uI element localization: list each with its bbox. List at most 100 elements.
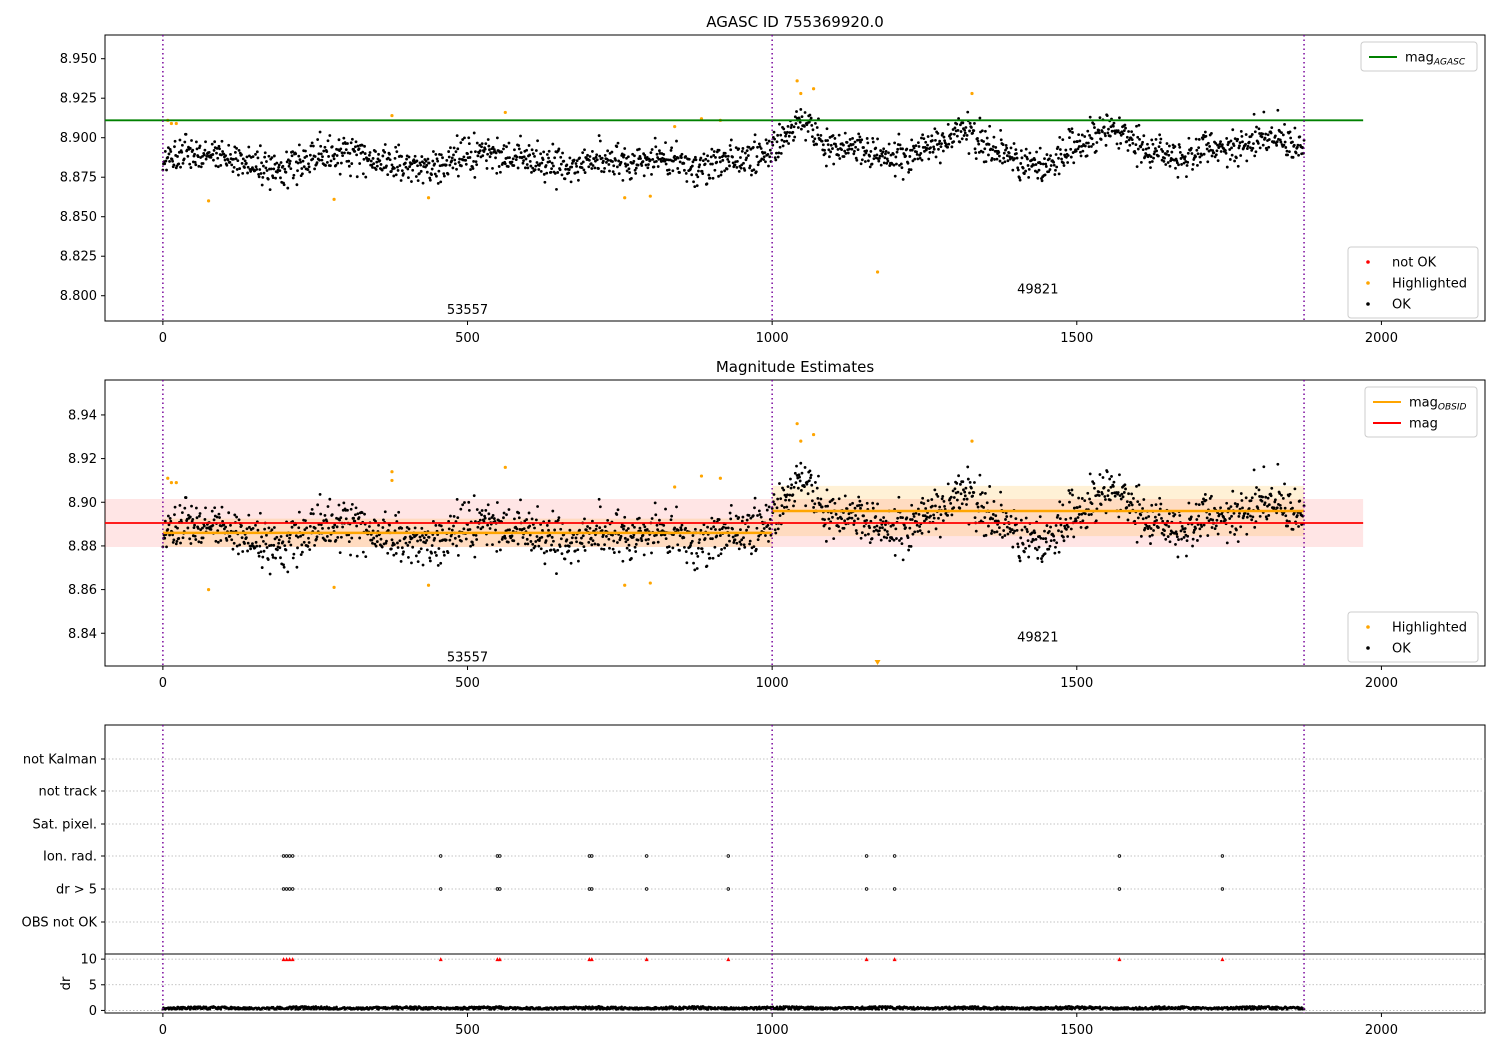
ok-point [462,527,466,531]
ok-point [326,505,330,508]
flag-event [644,887,649,891]
ok-point [302,165,306,169]
ok-point [279,161,283,164]
ok-point [1088,115,1092,119]
ok-point [949,132,953,136]
ok-point [502,516,505,520]
ok-point [603,153,607,157]
ok-point [1183,155,1187,159]
ok-point [1233,502,1237,505]
ok-point [1178,150,1182,154]
ok-point [987,524,990,528]
ok-point [588,155,592,158]
ok-point [812,506,815,509]
ok-point [684,172,688,175]
ok-point [177,162,181,166]
ok-point [277,541,281,545]
ok-point [696,175,700,179]
ok-point [946,122,950,126]
ok-point [375,540,379,543]
ok-point [173,145,176,149]
ok-point [537,168,541,171]
ok-point [1071,131,1074,134]
ok-point [254,523,257,527]
legend-marker [1366,260,1370,264]
ok-point [315,161,319,165]
ok-point [874,515,878,518]
legend [1364,386,1478,438]
ok-point [388,158,392,162]
ok-point [1231,128,1235,132]
ok-point [235,515,239,519]
ok-point [266,177,270,181]
highlighted-point [811,432,816,437]
ok-point [431,159,435,163]
ok-point [736,160,739,163]
highlighted-point [673,485,677,489]
ok-point [765,141,769,145]
ok-point [832,537,836,541]
ok-point [831,147,834,150]
ok-point [1077,145,1081,148]
ok-point [346,508,349,512]
ok-point [471,543,475,547]
ok-point [1013,529,1017,533]
ok-point [507,141,511,145]
ok-point [1252,112,1256,116]
highlighted-point [169,481,174,485]
ok-point [756,514,759,517]
highlighted-point [206,199,211,203]
ok-point [833,501,837,505]
ok-point [389,170,393,173]
ok-point [591,150,594,153]
ok-point [1043,157,1046,161]
ok-point [630,176,633,180]
ok-point [425,170,429,174]
ok-point [1217,145,1221,148]
ok-point [656,165,660,168]
ok-point [328,497,332,501]
ok-point [914,144,918,148]
ok-point [262,540,265,543]
ok-point [508,156,511,160]
ok-point [820,505,824,509]
ok-point [1252,142,1255,146]
ok-point [711,162,714,166]
ok-point [549,548,553,552]
ok-point [193,534,197,538]
ok-point [829,143,833,147]
ok-point [521,536,525,539]
ok-point [265,533,268,537]
flag-event [284,887,289,891]
ok-point [622,155,625,159]
ok-point [1295,145,1299,149]
ok-point [1205,516,1209,520]
ok-point [198,512,202,515]
ok-point [383,150,387,154]
ok-point [395,150,399,154]
ok-point [715,160,719,164]
ok-point [543,180,547,184]
ok-point [281,540,285,544]
ok-point [233,513,237,517]
ok-point [1165,142,1169,145]
flag-event [290,887,295,891]
ok-point [1144,516,1148,520]
ok-point [430,551,433,555]
flag-event [590,887,594,891]
ok-point [197,164,201,168]
ok-point [767,539,770,543]
ok-point [249,547,253,551]
ok-point [1153,515,1157,519]
ok-point [653,501,657,505]
ok-point [654,513,658,517]
flag-event [1220,854,1225,858]
ok-point [791,130,795,134]
ok-point [424,541,427,545]
ok-point [701,550,705,554]
ok-point [735,165,739,169]
ok-point [212,158,215,162]
ok-point [1003,534,1007,537]
highlighted-point [811,87,816,91]
